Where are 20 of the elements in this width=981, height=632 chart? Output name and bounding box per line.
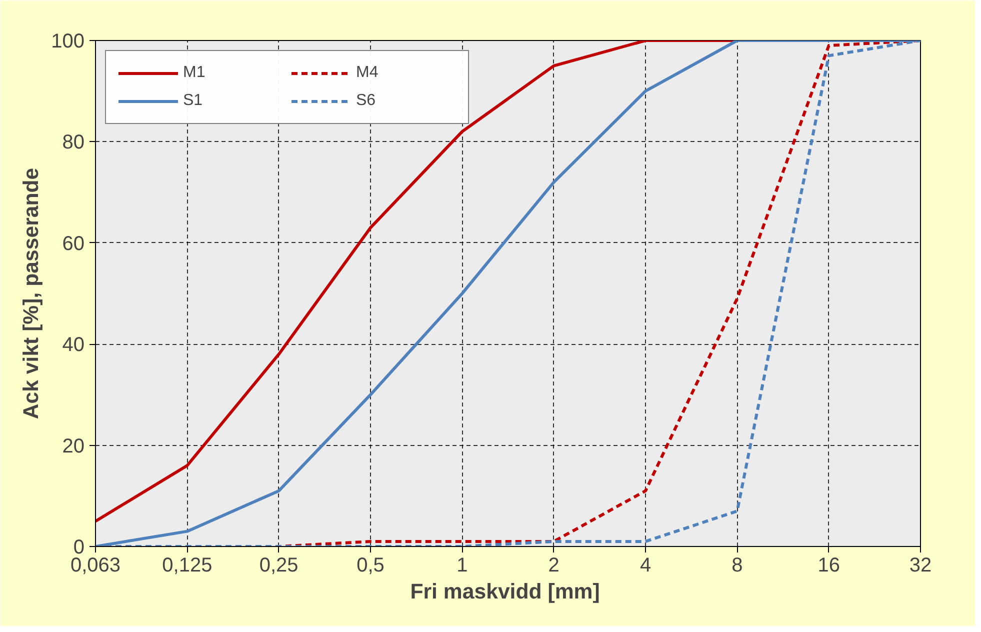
legend-label: M1: [183, 64, 206, 82]
x-tick-label: 0,25: [259, 554, 298, 576]
x-tick-label: 0,5: [356, 554, 384, 576]
legend-label: S6: [356, 92, 377, 110]
x-tick-label: 4: [640, 554, 652, 576]
x-tick-label: 8: [732, 554, 743, 576]
x-tick-label: 0,125: [162, 554, 212, 576]
x-axis-title: Fri maskvidd [mm]: [410, 580, 600, 604]
legend-label: M4: [356, 64, 380, 82]
y-tick-label: 20: [62, 435, 85, 458]
y-tick-label: 40: [62, 334, 85, 356]
x-tick-label: 1: [456, 554, 468, 576]
legend-label: S1: [183, 92, 204, 110]
y-tick-label: 100: [51, 30, 85, 52]
y-axis-title: Ack vikt [%], passerande: [19, 168, 44, 420]
y-tick-label: 80: [62, 132, 85, 154]
x-tick-label: 2: [548, 554, 560, 576]
y-tick-label: 60: [62, 232, 85, 255]
x-tick-label: 32: [909, 554, 932, 576]
x-tick-label: 16: [818, 554, 840, 576]
